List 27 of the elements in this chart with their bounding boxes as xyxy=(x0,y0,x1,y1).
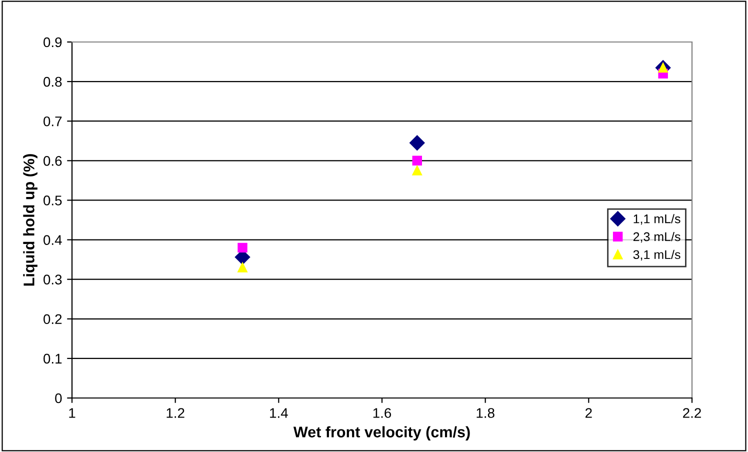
legend-label: 1,1 mL/s xyxy=(634,214,680,225)
x-tick-label: 1.2 xyxy=(166,408,184,418)
y-axis-title: Liquid hold up (%) xyxy=(23,154,38,286)
point xyxy=(412,166,422,176)
x-tick-label: 2 xyxy=(586,408,592,418)
y-tick-label: 0.8 xyxy=(44,76,62,87)
x-tick-label: 1.4 xyxy=(270,408,288,418)
y-tick-label: 0.6 xyxy=(44,156,62,166)
y-tick-label: 0.1 xyxy=(44,354,62,364)
y-tick-label: 0 xyxy=(55,393,62,404)
x-axis-title: Wet front velocity (cm/s) xyxy=(293,426,470,440)
point xyxy=(412,156,422,166)
point xyxy=(410,135,425,150)
x-tick-label: 1.8 xyxy=(476,408,494,418)
y-tick-label: 0.5 xyxy=(44,196,62,206)
x-tick-label: 2.2 xyxy=(683,408,701,418)
legend-label: 2,3 mL/s xyxy=(633,232,680,243)
y-tick-label: 0.3 xyxy=(44,274,62,285)
point xyxy=(238,262,248,272)
y-tick-label: 0.2 xyxy=(44,314,62,324)
x-tick-label: 1.6 xyxy=(373,408,392,418)
y-tick-label: 0.9 xyxy=(44,37,62,48)
legend-label: 3,1 mL/s xyxy=(633,250,680,261)
y-tick-label: 0.7 xyxy=(44,116,62,126)
y-tick-label: 0.4 xyxy=(44,235,62,245)
point xyxy=(238,242,248,253)
x-tick-label: 1 xyxy=(69,408,76,418)
